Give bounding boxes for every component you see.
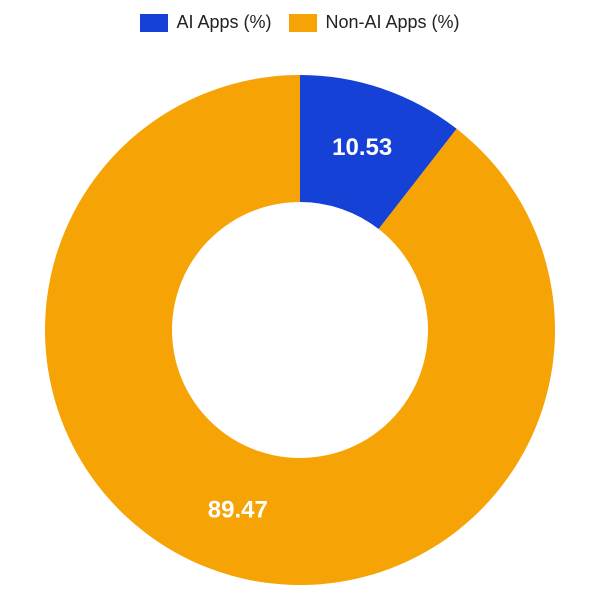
slice-label-non-ai-apps: 89.47 (208, 496, 268, 523)
slice-label-ai-apps: 10.53 (332, 134, 392, 161)
donut-chart: AI Apps (%) Non-AI Apps (%) 10.53 89.47 (0, 0, 600, 600)
donut-svg: 10.53 89.47 (0, 0, 600, 600)
slice-non-ai-apps (45, 75, 555, 585)
